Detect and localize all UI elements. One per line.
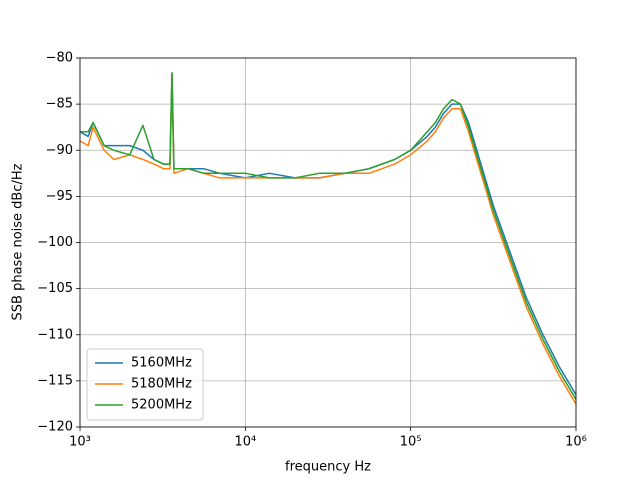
y-tick-label: −80 (46, 51, 73, 66)
series-line (80, 72, 577, 400)
y-tick-label: −115 (37, 373, 73, 388)
legend-label: 5180MHz (131, 377, 192, 392)
legend: 5160MHz 5180MHz 5200MHz (86, 348, 204, 421)
y-tick-label: −120 (37, 420, 73, 435)
legend-box (86, 348, 204, 421)
y-tick-label: −85 (46, 97, 73, 112)
y-tick-label: −110 (37, 327, 73, 342)
plot-frame (79, 57, 577, 428)
legend-label: 5160MHz (131, 356, 192, 371)
x-tick-label: 10³ (69, 435, 91, 450)
x-tick-label: 10⁴ (234, 435, 256, 450)
y-tick-label: −90 (46, 143, 73, 158)
y-tick-label: −105 (37, 281, 73, 296)
series-line (79, 73, 577, 405)
y-tick-label: −95 (46, 189, 73, 204)
x-axis-label: frequency Hz (285, 460, 371, 475)
y-axis-label: SSB phase noise dBc/Hz (11, 163, 26, 320)
x-tick-label: 10⁶ (565, 435, 587, 450)
x-tick-label: 10⁵ (400, 435, 422, 450)
y-tick-label: −100 (37, 235, 73, 250)
legend-label: 5200MHz (131, 398, 192, 413)
